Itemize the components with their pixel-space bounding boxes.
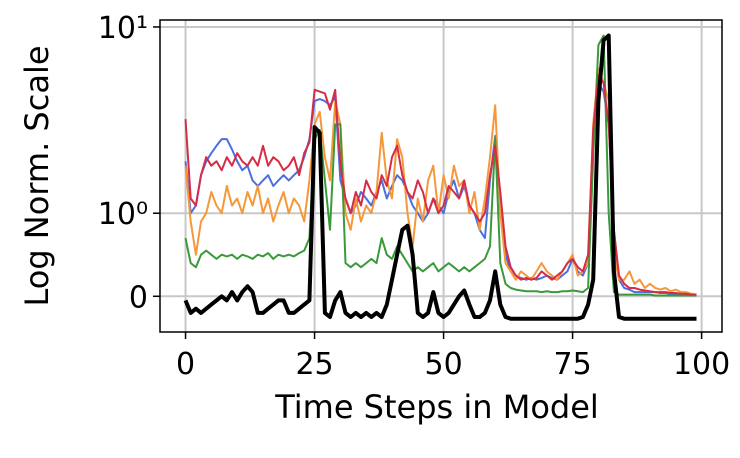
y-tick-label: 0 (129, 280, 148, 315)
y-tick-label: 10¹ (98, 11, 148, 46)
series-line (184, 74, 697, 296)
plot (183, 33, 697, 321)
x-axis-label: Time Steps in Model (274, 388, 599, 426)
series-line (184, 34, 697, 297)
x-tick-label: 0 (176, 347, 195, 382)
x-tick-label: 50 (424, 347, 462, 382)
y-axis-label: Log Norm. Scale (18, 45, 56, 306)
series-line (183, 33, 697, 321)
y-tick-label: 10⁰ (98, 197, 148, 232)
x-tick-label: 100 (673, 347, 730, 382)
x-tick-label: 75 (554, 347, 592, 382)
x-tick-label: 25 (295, 347, 333, 382)
plot-frame (159, 19, 723, 333)
